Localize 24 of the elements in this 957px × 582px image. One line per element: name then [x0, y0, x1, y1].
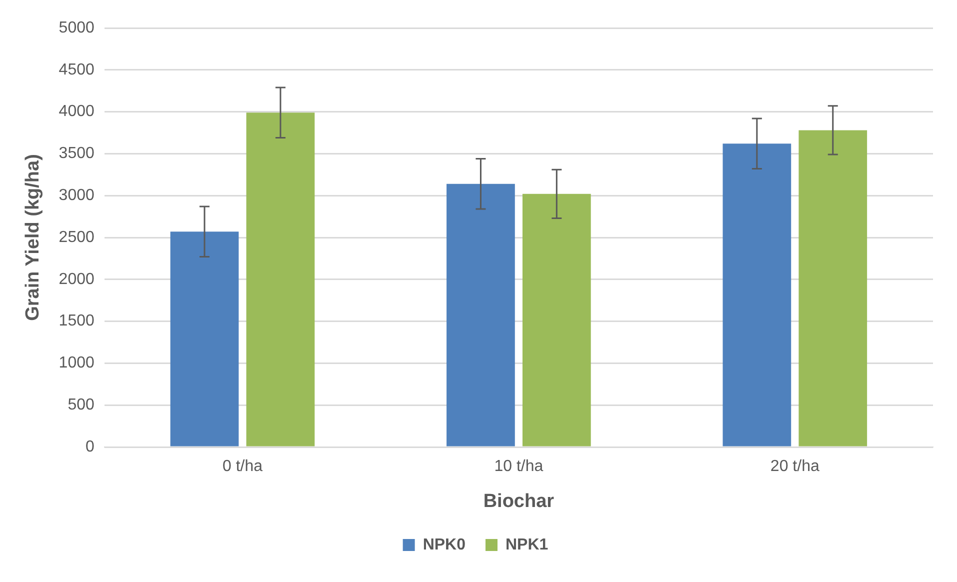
bar	[798, 130, 868, 446]
y-tick-label: 5000	[58, 19, 94, 36]
bar	[246, 112, 315, 446]
y-axis-title: Grain Yield (kg/ha)	[22, 154, 44, 321]
y-tick-label: 4000	[58, 103, 94, 120]
legend-label: NPK1	[506, 536, 548, 554]
bar	[522, 194, 591, 446]
x-tick-label: 0 t/ha	[222, 458, 263, 476]
x-axis-title: Biochar	[483, 490, 555, 512]
y-tick-label: 0	[85, 438, 94, 456]
bar	[446, 184, 515, 446]
y-tick-label: 2500	[58, 228, 94, 246]
y-tick-label: 3500	[58, 145, 94, 162]
y-tick-label: 1000	[58, 354, 94, 372]
x-tick-label: 20 t/ha	[770, 458, 820, 476]
bar	[170, 232, 239, 446]
bar	[722, 144, 792, 446]
y-tick-label: 1500	[58, 312, 94, 330]
legend-label: NPK0	[422, 536, 466, 554]
y-tick-label: 3000	[58, 187, 94, 204]
x-tick-label: 10 t/ha	[494, 458, 544, 476]
y-tick-label: 2000	[58, 270, 94, 288]
y-tick-label: 500	[68, 396, 94, 414]
y-tick-label: 4500	[58, 61, 94, 78]
